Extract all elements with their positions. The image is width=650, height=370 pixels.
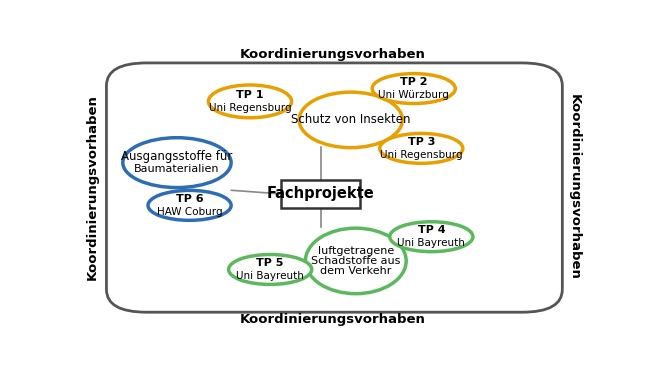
Ellipse shape bbox=[123, 138, 231, 188]
Ellipse shape bbox=[372, 74, 455, 104]
Text: Ausgangsstoffe für: Ausgangsstoffe für bbox=[122, 150, 233, 163]
Text: Koordinierungsvorhaben: Koordinierungsvorhaben bbox=[567, 94, 580, 280]
Text: Uni Würzburg: Uni Würzburg bbox=[378, 90, 449, 100]
Ellipse shape bbox=[148, 191, 231, 220]
Text: luftgetragene: luftgetragene bbox=[318, 246, 394, 256]
Text: Fachprojekte: Fachprojekte bbox=[266, 186, 374, 202]
Text: Uni Regensburg: Uni Regensburg bbox=[380, 149, 463, 160]
Ellipse shape bbox=[380, 134, 463, 163]
Text: TP 4: TP 4 bbox=[417, 225, 445, 235]
Text: Baumaterialien: Baumaterialien bbox=[134, 164, 220, 174]
Ellipse shape bbox=[229, 255, 312, 285]
Text: dem Verkehr: dem Verkehr bbox=[320, 266, 391, 276]
Text: TP 3: TP 3 bbox=[408, 137, 435, 147]
Text: Koordinierungsvorhaben: Koordinierungsvorhaben bbox=[240, 313, 426, 326]
Text: Koordinierungsvorhaben: Koordinierungsvorhaben bbox=[240, 48, 426, 61]
Text: TP 2: TP 2 bbox=[400, 77, 428, 87]
Text: Uni Regensburg: Uni Regensburg bbox=[209, 102, 291, 112]
Ellipse shape bbox=[299, 92, 402, 148]
Text: Uni Bayreuth: Uni Bayreuth bbox=[397, 238, 465, 248]
Text: Schutz von Insekten: Schutz von Insekten bbox=[291, 113, 411, 127]
Text: TP 6: TP 6 bbox=[176, 194, 203, 204]
Text: HAW Coburg: HAW Coburg bbox=[157, 206, 222, 217]
Ellipse shape bbox=[390, 222, 473, 252]
Text: TP 5: TP 5 bbox=[257, 258, 284, 268]
Text: TP 1: TP 1 bbox=[236, 90, 264, 100]
Ellipse shape bbox=[209, 85, 292, 118]
FancyBboxPatch shape bbox=[281, 181, 359, 208]
Ellipse shape bbox=[306, 228, 406, 294]
Text: Uni Bayreuth: Uni Bayreuth bbox=[236, 271, 304, 281]
Text: Koordinierungsvorhaben: Koordinierungsvorhaben bbox=[86, 94, 99, 280]
Text: Schadstoffe aus: Schadstoffe aus bbox=[311, 256, 400, 266]
